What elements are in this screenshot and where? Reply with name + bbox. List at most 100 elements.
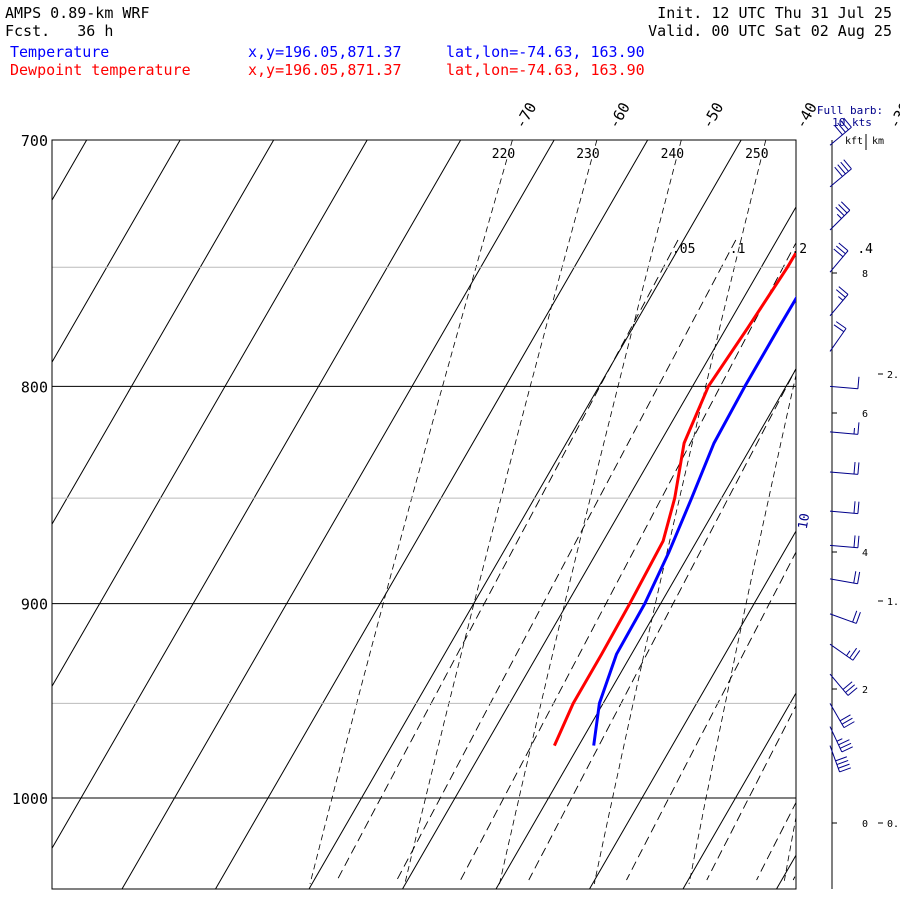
mixing-ratio-line (396, 239, 737, 881)
wind-barb-flag (836, 213, 842, 219)
wind-barb-staff (829, 385, 858, 390)
wind-barb-staff (829, 250, 849, 273)
wind-barb (829, 321, 847, 352)
wind-barb-flag (838, 242, 849, 252)
wind-barb (829, 535, 860, 549)
wind-barb-flag (841, 746, 853, 753)
wind-barb-staff (829, 726, 843, 753)
km-tick-label: 0. (887, 819, 899, 830)
wind-barb-flag (835, 206, 845, 217)
barb-legend-line1: Full barb: (817, 104, 883, 117)
dry-adiabat (499, 140, 682, 885)
profile-lines (553, 249, 796, 747)
wind-barb (829, 376, 860, 390)
mixing-ratio-label: .2 (791, 242, 807, 257)
mixing-ratio-line (626, 551, 796, 881)
init-time: Init. 12 UTC Thu 31 Jul 25 (657, 4, 892, 22)
mixing-ratio-line (847, 240, 900, 880)
wind-barb-flag (837, 164, 846, 175)
wind-barb (829, 703, 855, 729)
mixing-ratio-line (528, 367, 796, 881)
wind-barb (829, 117, 852, 146)
wind-barb-flag (833, 324, 845, 333)
wind-barb-flag (857, 376, 860, 389)
wind-barb-flag (849, 647, 858, 659)
wind-barb-staff (829, 643, 854, 661)
isotherm-line (402, 206, 796, 889)
km-tick-label: 1. (887, 597, 899, 608)
wind-barb (829, 501, 860, 515)
forecast-label: Fcst. 36 h (5, 22, 113, 40)
isotherm-line (52, 140, 88, 202)
legend-temperature-name: Temperature (10, 43, 110, 61)
wind-barb-flag (857, 462, 860, 475)
pressure-label: 800 (21, 378, 48, 396)
wind-barb-flag (834, 125, 843, 136)
wind-barb-flag (834, 166, 843, 177)
wind-barb-flag (839, 742, 852, 749)
wind-barbs (829, 117, 861, 773)
wind-barb-flag (857, 501, 860, 514)
wind-barb-staff (829, 431, 858, 435)
wind-barb (829, 643, 861, 661)
plot-frame (51, 139, 797, 890)
wind-barb-staff (829, 510, 858, 515)
wind-barb (829, 286, 849, 317)
wind-barb-flag (840, 201, 851, 211)
wind-barb (829, 242, 849, 273)
wind-barb-flag (833, 248, 844, 258)
wind-barb (829, 201, 851, 231)
wind-barb-flag (835, 289, 846, 298)
isotherm-line (52, 140, 275, 526)
wind-barb-flag (836, 759, 849, 766)
wind-barb-flag (842, 681, 853, 690)
wind-barb (829, 159, 852, 188)
temperature-tick-label: -50 (698, 99, 727, 131)
wind-barb-flag (838, 739, 850, 746)
isotherm-line (121, 140, 555, 889)
dry-adiabats (309, 140, 900, 885)
wind-barb-flag (847, 687, 858, 696)
axis-labels: 220230240250.05.1.2.4123467008009001000-… (12, 99, 900, 808)
wind-barb-flag (838, 763, 850, 769)
wind-barb-staff (829, 613, 857, 624)
wind-barb-flag (835, 321, 847, 329)
isotherm-line (52, 140, 368, 688)
mixing-ratio-label: .1 (730, 242, 746, 257)
height-axis: 8 6 4 2 0 2. 1. 0. (832, 269, 899, 830)
dry-adiabat-label: 220 (492, 147, 515, 162)
barb-legend-line2: 10 kts (832, 116, 872, 129)
isotherm-line (215, 140, 649, 889)
wind-barb-flag (840, 161, 849, 172)
dry-adiabat-label: 250 (745, 147, 768, 162)
wind-barb-flag (840, 120, 849, 131)
isotherms (52, 140, 900, 889)
wind-barb-flag (853, 462, 856, 475)
dry-adiabat-label: 230 (576, 147, 599, 162)
temperature-tick-label: -70 (511, 99, 540, 131)
wind-barb-flag (855, 611, 861, 624)
temperature-tick-label: -30 (885, 99, 900, 131)
dry-adiabat (879, 140, 900, 884)
mixing-ratio-label: .05 (672, 242, 695, 257)
isotherm-line (495, 368, 796, 889)
isotherm-line (52, 140, 462, 850)
valid-time: Valid. 00 UTC Sat 02 Aug 25 (648, 22, 892, 40)
dry-adiabat (593, 140, 767, 885)
isotherm-line (52, 140, 181, 364)
wind-barb-flag (857, 571, 861, 584)
wind-barb-flag (839, 767, 852, 773)
wind-barb (829, 745, 852, 773)
kft-tick-label: 8 (862, 269, 868, 280)
wind-barb (829, 571, 861, 585)
forecast-hours: 36 h (77, 22, 114, 40)
wind-barb (829, 422, 860, 435)
legend-dewpoint-xy: x,y=196.05,871.37 (248, 61, 402, 79)
isotherm-line (870, 140, 900, 889)
kft-label: kft (845, 136, 863, 147)
dry-adiabat (688, 372, 796, 885)
km-tick-label: 2. (887, 370, 899, 381)
wind-barb-flag (838, 286, 849, 295)
wind-barb-flag (853, 427, 856, 435)
mixing-ratio-line (460, 241, 796, 881)
